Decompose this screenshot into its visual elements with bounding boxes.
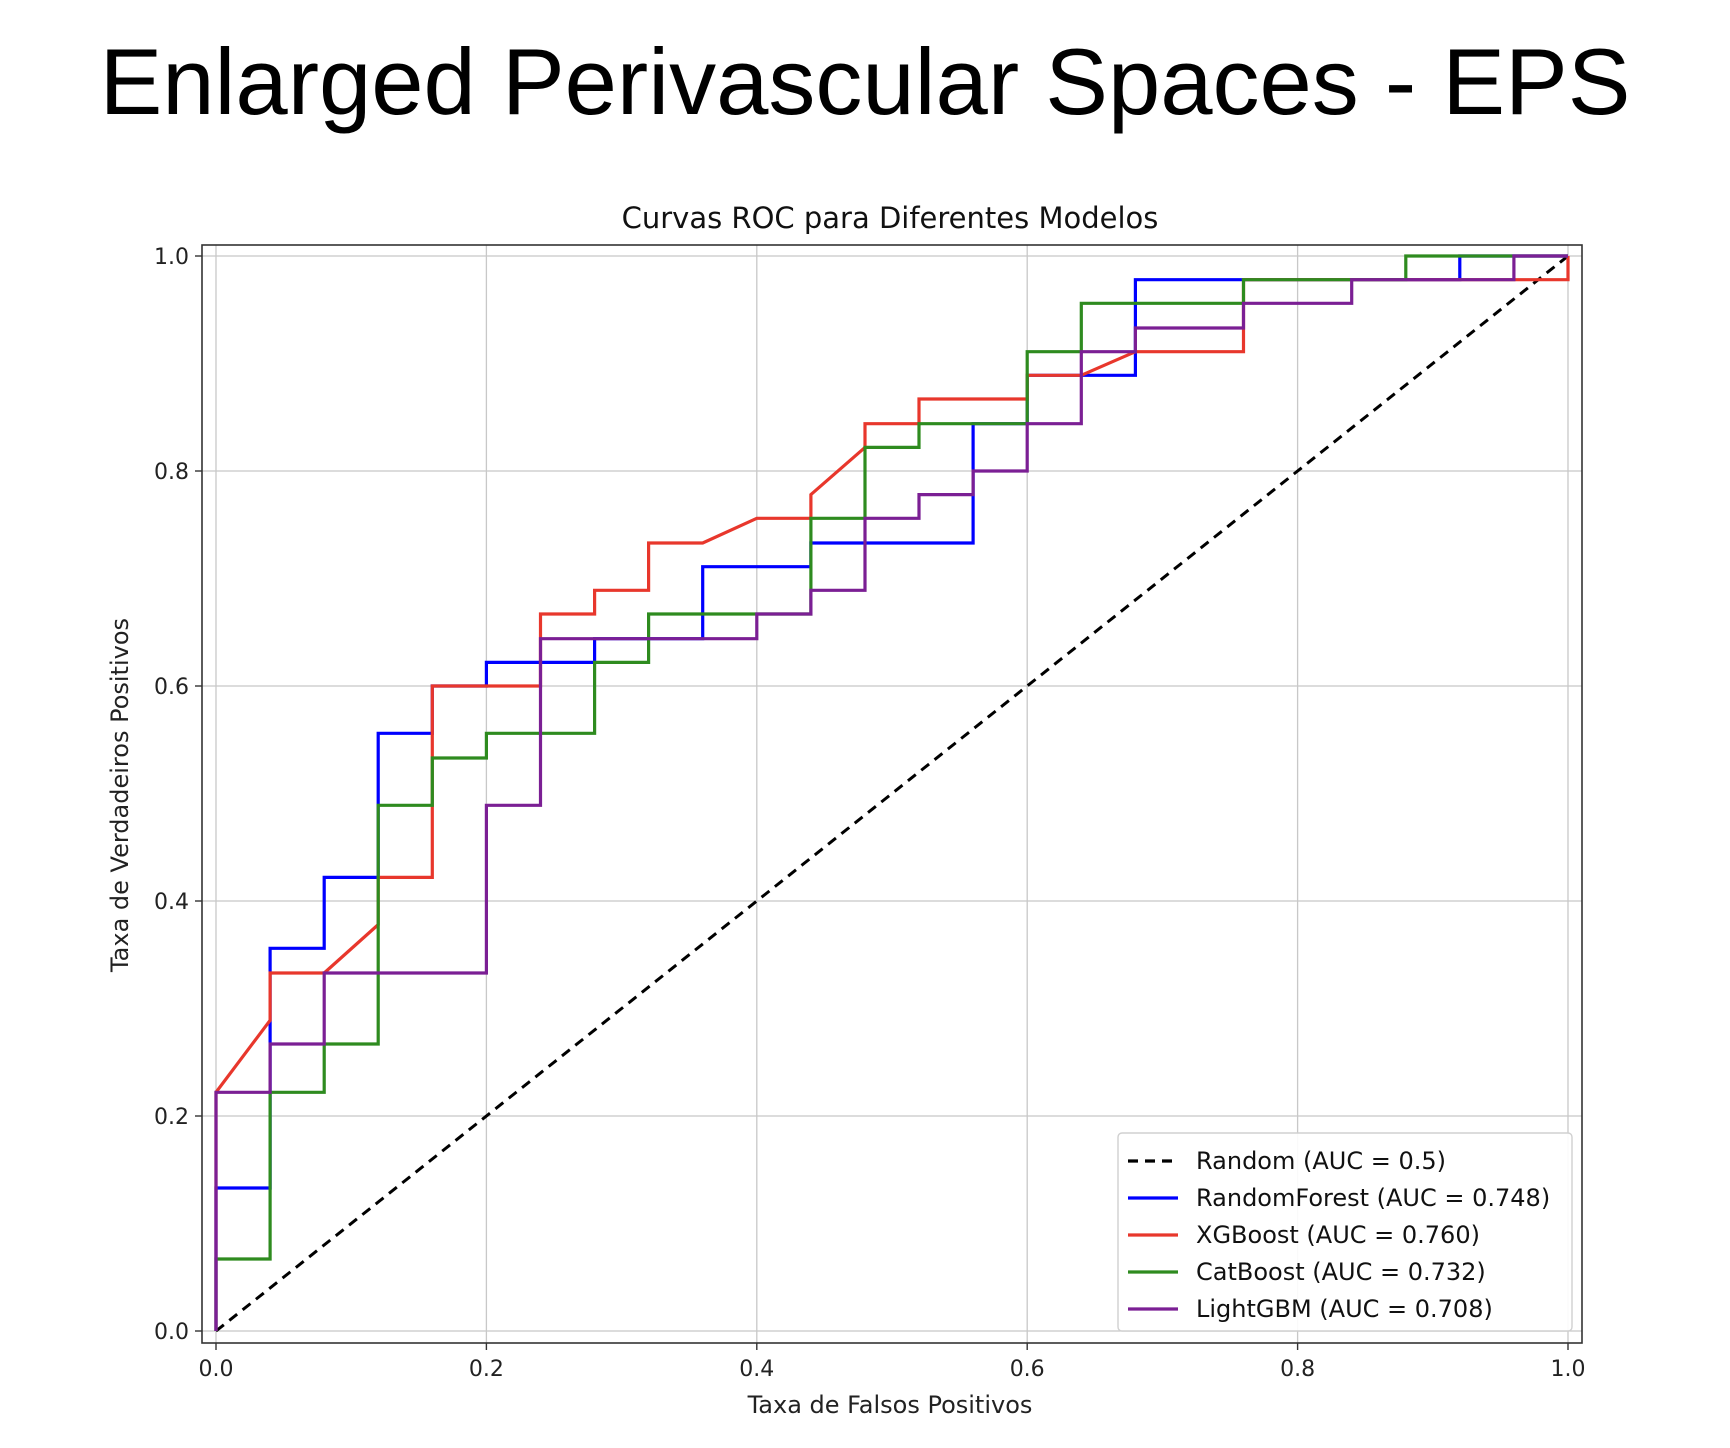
legend-entry-lightgbm: LightGBM (AUC = 0.708) bbox=[1196, 1295, 1493, 1323]
legend-entry-xgboost: XGBoost (AUC = 0.760) bbox=[1196, 1221, 1480, 1249]
x-tick-label: 0.6 bbox=[1010, 1357, 1045, 1382]
legend-entry-randomforest: RandomForest (AUC = 0.748) bbox=[1196, 1184, 1550, 1212]
grid-lines bbox=[202, 245, 1582, 1343]
chart-title: Curvas ROC para Diferentes Modelos bbox=[622, 201, 1159, 235]
x-tick-label: 0.2 bbox=[469, 1357, 504, 1382]
y-tick-label: 0.6 bbox=[154, 675, 189, 700]
axis-ticks: 0.0 0.2 0.4 0.6 0.8 1.0 0.0 0.2 0.4 0.6 0.8 1.0 bbox=[154, 245, 1586, 1382]
y-tick-label: 0.8 bbox=[154, 460, 189, 485]
x-tick-label: 1.0 bbox=[1551, 1357, 1586, 1382]
x-tick-label: 0.8 bbox=[1280, 1357, 1315, 1382]
y-axis-label: Taxa de Verdadeiros Positivos bbox=[106, 618, 134, 973]
series-lines bbox=[214, 254, 1570, 1333]
legend-entry-catboost: CatBoost (AUC = 0.732) bbox=[1196, 1258, 1486, 1286]
legend: Random (AUC = 0.5) RandomForest (AUC = 0.… bbox=[1117, 1132, 1573, 1332]
page-title: Enlarged Perivascular Spaces - EPS bbox=[99, 29, 1631, 134]
y-tick-label: 0.2 bbox=[154, 1105, 189, 1130]
plot-frame bbox=[201, 244, 1583, 1344]
legend-box bbox=[1117, 1132, 1573, 1332]
legend-entry-random: Random (AUC = 0.5) bbox=[1196, 1147, 1446, 1175]
x-tick-label: 0.0 bbox=[199, 1357, 234, 1382]
y-tick-label: 0.4 bbox=[154, 890, 189, 915]
y-tick-label: 0.0 bbox=[154, 1320, 189, 1345]
x-axis-label: Taxa de Falsos Positivos bbox=[747, 1391, 1033, 1419]
y-tick-label: 1.0 bbox=[154, 245, 189, 270]
x-tick-label: 0.4 bbox=[739, 1357, 774, 1382]
series-line-lightgbm bbox=[214, 254, 1568, 1331]
